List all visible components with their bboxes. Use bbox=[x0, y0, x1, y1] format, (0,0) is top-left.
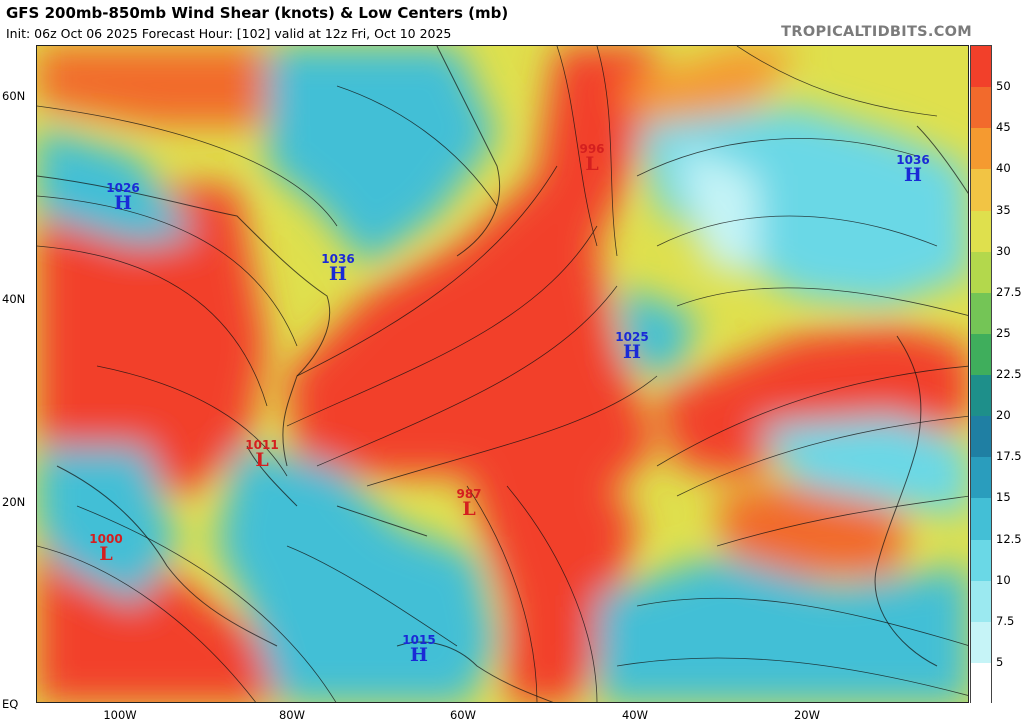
high-symbol: H bbox=[114, 192, 132, 214]
colorbar-swatch bbox=[971, 539, 991, 581]
low-symbol: L bbox=[255, 449, 269, 471]
high-center: 1026 H bbox=[106, 182, 139, 213]
high-center: 1036 H bbox=[896, 154, 929, 185]
colorbar-swatch bbox=[971, 46, 991, 88]
colorbar-tick-label: 17.5 bbox=[996, 449, 1022, 464]
colorbar-swatch bbox=[971, 375, 991, 417]
colorbar-tick-label: 45 bbox=[996, 120, 1011, 135]
high-pressure-value: 1036 bbox=[896, 153, 930, 167]
colorbar-swatch bbox=[971, 169, 991, 211]
lat-label-20n: 20N bbox=[2, 495, 26, 509]
colorbar-tick-label: 50 bbox=[996, 79, 1011, 94]
high-pressure-value: 1036 bbox=[321, 252, 355, 266]
colorbar-tick-label: 30 bbox=[996, 243, 1011, 258]
high-center: 1036 H bbox=[321, 253, 354, 284]
colorbar-tick-label: 15 bbox=[996, 490, 1011, 505]
colorbar-tick-label: 5 bbox=[996, 654, 1004, 669]
low-pressure-value: 996 bbox=[579, 142, 605, 156]
low-center: 1000 L bbox=[89, 533, 122, 564]
colorbar-swatch bbox=[971, 333, 991, 375]
colorbar-swatch bbox=[971, 498, 991, 540]
map-title: GFS 200mb-850mb Wind Shear (knots) & Low… bbox=[6, 4, 509, 22]
colorbar-swatch bbox=[971, 416, 991, 458]
low-pressure-value: 1011 bbox=[245, 438, 279, 452]
lat-label-eq: EQ bbox=[2, 697, 19, 711]
lat-label-60n: 60N bbox=[2, 89, 26, 103]
colorbar-swatch bbox=[971, 292, 991, 334]
lon-label-60w: 60W bbox=[449, 708, 477, 722]
low-center: 987 L bbox=[456, 488, 481, 519]
colorbar-tick-label: 25 bbox=[996, 325, 1011, 340]
colorbar-swatch bbox=[971, 457, 991, 499]
colorbar-tick-label: 12.5 bbox=[996, 531, 1022, 546]
high-pressure-value: 1025 bbox=[615, 330, 649, 344]
high-symbol: H bbox=[329, 263, 347, 285]
colorbar-tick-label: 35 bbox=[996, 202, 1011, 217]
high-pressure-value: 1015 bbox=[402, 633, 436, 647]
high-symbol: H bbox=[904, 164, 922, 186]
low-center: 1011 L bbox=[245, 439, 278, 470]
low-pressure-value: 987 bbox=[456, 487, 482, 501]
high-center: 1015 H bbox=[402, 634, 435, 665]
low-symbol: L bbox=[585, 153, 599, 175]
colorbar-tick-label: 20 bbox=[996, 408, 1011, 423]
colorbar-swatch bbox=[971, 621, 991, 663]
colorbar-swatch bbox=[971, 128, 991, 170]
colorbar-tick-label: 27.5 bbox=[996, 284, 1022, 299]
lat-label-40n: 40N bbox=[2, 292, 26, 306]
colorbar-swatch bbox=[971, 580, 991, 622]
coastlines bbox=[37, 46, 968, 702]
colorbar-swatch bbox=[971, 87, 991, 129]
map-subtitle: Init: 06z Oct 06 2025 Forecast Hour: [10… bbox=[6, 26, 452, 41]
colorbar-swatch bbox=[971, 210, 991, 252]
colorbar-swatch bbox=[971, 662, 991, 704]
shear-field bbox=[37, 46, 968, 702]
site-credit: TROPICALTIDBITS.COM bbox=[781, 24, 972, 40]
low-center: 996 L bbox=[579, 143, 604, 174]
low-symbol: L bbox=[99, 543, 113, 565]
streamlines bbox=[37, 46, 968, 702]
shear-map bbox=[36, 45, 969, 703]
colorbar-tick-label: 7.5 bbox=[996, 613, 1015, 628]
colorbar-tick-label: 40 bbox=[996, 161, 1011, 176]
lon-label-20w: 20W bbox=[793, 708, 821, 722]
high-pressure-value: 1026 bbox=[106, 181, 140, 195]
lon-label-40w: 40W bbox=[621, 708, 649, 722]
colorbar-swatch bbox=[971, 251, 991, 293]
high-symbol: H bbox=[623, 341, 641, 363]
high-symbol: H bbox=[410, 644, 428, 666]
shear-colorbar bbox=[970, 45, 992, 704]
low-symbol: L bbox=[462, 498, 476, 520]
lon-label-100w: 100W bbox=[103, 708, 137, 722]
high-center: 1025 H bbox=[615, 331, 648, 362]
low-pressure-value: 1000 bbox=[89, 532, 123, 546]
colorbar-tick-label: 22.5 bbox=[996, 367, 1022, 381]
colorbar-tick-label: 10 bbox=[996, 572, 1011, 587]
lon-label-80w: 80W bbox=[278, 708, 306, 722]
